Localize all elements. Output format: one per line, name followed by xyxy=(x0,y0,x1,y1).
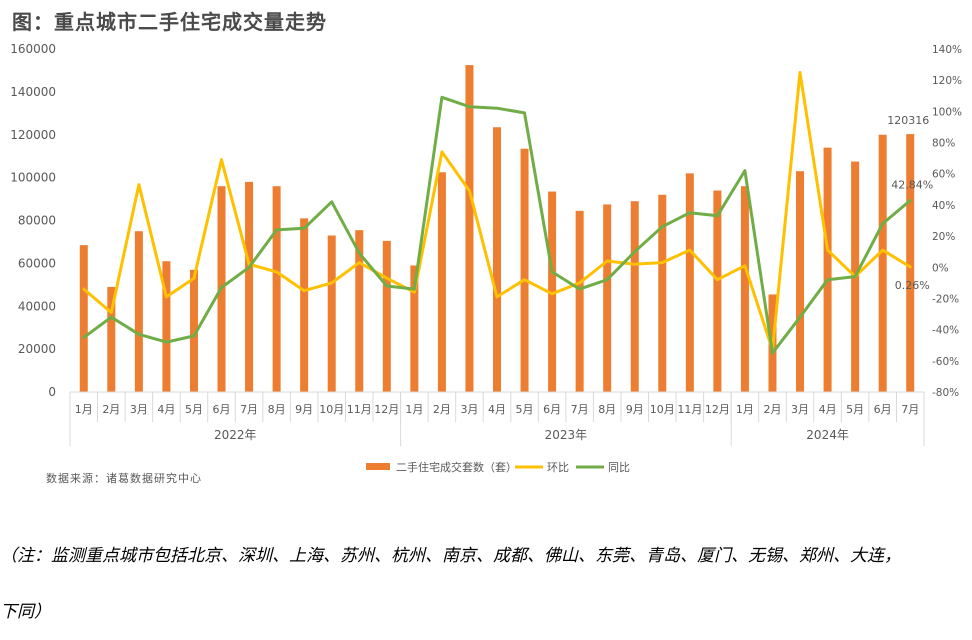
category-label: 6月 xyxy=(543,403,561,416)
category-label: 11月 xyxy=(347,403,372,416)
category-label: 4月 xyxy=(157,403,175,416)
combo-chart: 0 20000 40000 60000 80000 100000 120000 140000 1… xyxy=(10,42,962,474)
bar xyxy=(134,231,143,392)
year-label: 2024年 xyxy=(806,428,849,442)
bar xyxy=(575,210,584,392)
right-tick-label: -80% xyxy=(932,387,959,399)
category-label: 2月 xyxy=(763,403,781,416)
category-label: 7月 xyxy=(901,403,919,416)
right-tick-label: -40% xyxy=(932,325,959,337)
data-source: 数据来源：诸葛数据研究中心 xyxy=(46,472,202,485)
footnote-line-1: （注：监测重点城市包括北京、深圳、上海、苏州、杭州、南京、成都、佛山、东莞、青岛… xyxy=(0,546,901,566)
bar xyxy=(189,269,198,392)
bar xyxy=(630,201,639,392)
category-label: 11月 xyxy=(677,403,702,416)
category-label: 8月 xyxy=(268,403,286,416)
right-tick-label: 140% xyxy=(932,44,962,56)
left-tick-label: 100000 xyxy=(10,171,56,185)
bar xyxy=(162,261,171,392)
bar xyxy=(685,173,694,392)
category-label: 8月 xyxy=(598,403,616,416)
category-label: 2月 xyxy=(102,403,120,416)
category-label: 3月 xyxy=(791,403,809,416)
bar xyxy=(823,147,832,392)
year-label: 2022年 xyxy=(214,428,257,442)
bar xyxy=(603,204,612,392)
right-tick-label: -60% xyxy=(932,356,959,368)
category-label: 3月 xyxy=(460,403,478,416)
left-tick-label: 20000 xyxy=(18,342,56,356)
bar xyxy=(79,245,88,392)
category-label: 9月 xyxy=(626,403,644,416)
left-tick-label: 120000 xyxy=(10,128,56,142)
bar xyxy=(713,190,722,392)
left-tick-label: 60000 xyxy=(18,256,56,270)
footnote-line-2: 下同） xyxy=(0,602,51,622)
category-label: 12月 xyxy=(374,403,399,416)
right-tick-label: 60% xyxy=(932,169,955,181)
bar xyxy=(410,265,419,392)
right-tick-label: 0% xyxy=(932,262,949,274)
bar xyxy=(548,191,557,392)
bar xyxy=(878,134,887,392)
bar xyxy=(465,65,474,392)
category-label: 6月 xyxy=(213,403,231,416)
left-tick-label: 40000 xyxy=(18,299,56,313)
category-label: 7月 xyxy=(571,403,589,416)
bar xyxy=(107,286,116,392)
left-tick-label: 80000 xyxy=(18,214,56,228)
category-label: 10月 xyxy=(319,403,344,416)
right-tick-label: 80% xyxy=(932,138,955,150)
bar xyxy=(355,230,364,392)
bar xyxy=(796,171,805,392)
legend-label: 同比 xyxy=(608,461,630,474)
data-label: 0.26% xyxy=(895,279,930,292)
bar xyxy=(245,181,254,392)
category-label: 3月 xyxy=(130,403,148,416)
series-line-yoy xyxy=(82,95,912,355)
category-label: 4月 xyxy=(819,403,837,416)
category-label: 5月 xyxy=(846,403,864,416)
year-label: 2023年 xyxy=(545,428,588,442)
category-label: 6月 xyxy=(874,403,892,416)
figure-title: 图：重点城市二手住宅成交量走势 xyxy=(12,10,327,34)
data-label: 42.84% xyxy=(891,178,933,191)
right-tick-label: 120% xyxy=(932,75,962,87)
bar xyxy=(382,240,391,392)
category-label: 7月 xyxy=(240,403,258,416)
footnote: （注：监测重点城市包括北京、深圳、上海、苏州、杭州、南京、成都、佛山、东莞、青岛… xyxy=(0,528,972,640)
bar xyxy=(327,235,336,392)
bar xyxy=(658,194,667,392)
legend-label: 环比 xyxy=(547,461,569,474)
category-label: 12月 xyxy=(705,403,730,416)
bar xyxy=(493,127,501,392)
legend-swatch-bar xyxy=(366,463,390,470)
left-tick-label: 140000 xyxy=(10,85,56,99)
category-label: 10月 xyxy=(650,403,675,416)
bar xyxy=(437,172,446,392)
right-tick-label: -20% xyxy=(932,293,959,305)
left-tick-label: 160000 xyxy=(10,42,56,56)
bar xyxy=(906,134,915,392)
left-tick-label: 0 xyxy=(48,385,56,399)
category-label: 1月 xyxy=(405,403,423,416)
data-label: 120316 xyxy=(887,114,929,127)
right-tick-label: 40% xyxy=(932,200,955,212)
category-label: 5月 xyxy=(516,403,534,416)
category-label: 9月 xyxy=(295,403,313,416)
bar xyxy=(740,186,749,392)
category-label: 1月 xyxy=(736,403,754,416)
legend-label: 二手住宅成交套数（套） xyxy=(396,460,517,474)
category-label: 1月 xyxy=(75,403,93,416)
right-tick-label: 100% xyxy=(932,106,962,118)
category-label: 5月 xyxy=(185,403,203,416)
bar xyxy=(272,186,281,392)
right-tick-label: 20% xyxy=(932,231,955,243)
bar xyxy=(300,218,309,392)
category-label: 2月 xyxy=(433,403,451,416)
category-label: 4月 xyxy=(488,403,506,416)
bar xyxy=(520,148,529,392)
